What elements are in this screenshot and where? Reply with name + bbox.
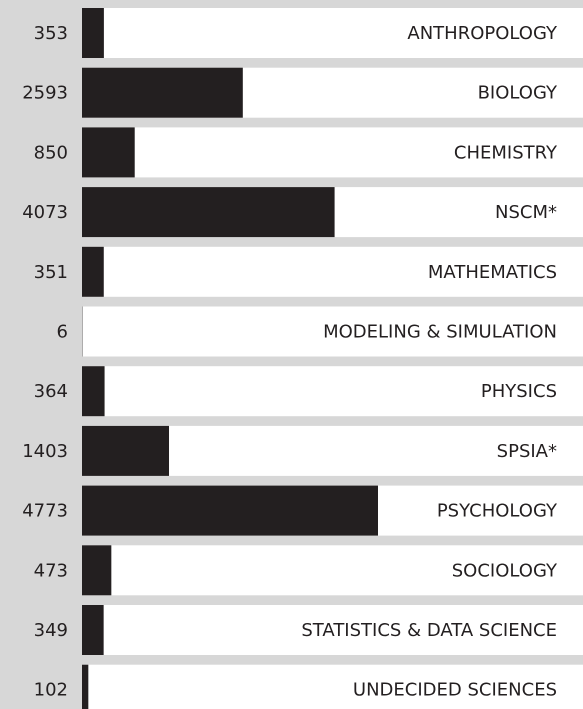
value-label: 353	[34, 23, 68, 44]
bar	[82, 545, 112, 596]
row-background	[82, 366, 583, 417]
category-label: MATHEMATICS	[428, 262, 557, 283]
bar	[82, 67, 243, 118]
row-background	[82, 545, 583, 596]
row-background	[82, 127, 583, 178]
value-label: 6	[57, 322, 68, 343]
category-label: PSYCHOLOGY	[437, 501, 558, 522]
value-label: 364	[34, 381, 68, 402]
category-label: MODELING & SIMULATION	[323, 322, 557, 343]
bar	[82, 187, 335, 238]
value-label: 1403	[22, 441, 68, 462]
value-label: 850	[34, 142, 68, 163]
category-label: STATISTICS & DATA SCIENCE	[301, 620, 557, 641]
value-label: 2593	[22, 83, 68, 104]
value-label: 473	[34, 560, 68, 581]
bar	[82, 127, 135, 178]
category-label: SPSIA*	[497, 441, 557, 462]
bar	[82, 425, 170, 476]
value-label: 4073	[22, 202, 68, 223]
category-label: CHEMISTRY	[454, 142, 558, 163]
value-label: 351	[34, 262, 68, 283]
category-label: ANTHROPOLOGY	[407, 23, 558, 44]
value-label: 102	[34, 680, 68, 701]
bar	[82, 366, 105, 417]
value-label: 349	[34, 620, 68, 641]
bar	[82, 246, 104, 297]
bar	[82, 605, 104, 655]
row-background	[82, 664, 583, 709]
category-label: PHYSICS	[481, 381, 557, 402]
category-label: NSCM*	[495, 202, 557, 223]
row-background	[82, 605, 583, 655]
bar	[82, 8, 104, 58]
category-label: BIOLOGY	[478, 83, 558, 104]
row-background	[82, 8, 583, 58]
bar	[82, 485, 378, 536]
row-background	[82, 306, 583, 357]
category-label: SOCIOLOGY	[452, 560, 558, 581]
value-label: 4773	[22, 501, 68, 522]
category-label: UNDECIDED SCIENCES	[353, 680, 557, 701]
row-background	[82, 246, 583, 297]
bar	[82, 664, 89, 709]
